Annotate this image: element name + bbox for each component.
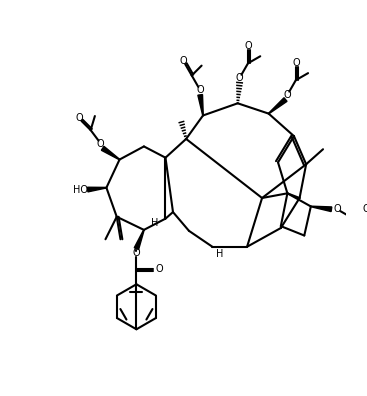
Polygon shape xyxy=(311,206,332,211)
Polygon shape xyxy=(87,187,106,192)
Text: O: O xyxy=(75,113,83,123)
Text: O: O xyxy=(97,139,105,148)
Text: O: O xyxy=(284,90,291,100)
Text: O: O xyxy=(363,204,367,214)
Polygon shape xyxy=(198,95,203,116)
Text: O: O xyxy=(155,264,163,274)
Polygon shape xyxy=(101,147,120,160)
Text: O: O xyxy=(292,58,299,68)
Text: O: O xyxy=(179,56,187,66)
Text: O: O xyxy=(196,85,204,95)
Text: H: H xyxy=(216,249,224,259)
Polygon shape xyxy=(268,98,287,114)
Text: H: H xyxy=(150,218,158,228)
Text: HO: HO xyxy=(73,185,88,194)
Polygon shape xyxy=(134,230,144,249)
Text: O: O xyxy=(244,42,252,51)
Text: O: O xyxy=(236,73,243,83)
Text: O: O xyxy=(132,248,140,258)
Text: O: O xyxy=(333,204,341,214)
